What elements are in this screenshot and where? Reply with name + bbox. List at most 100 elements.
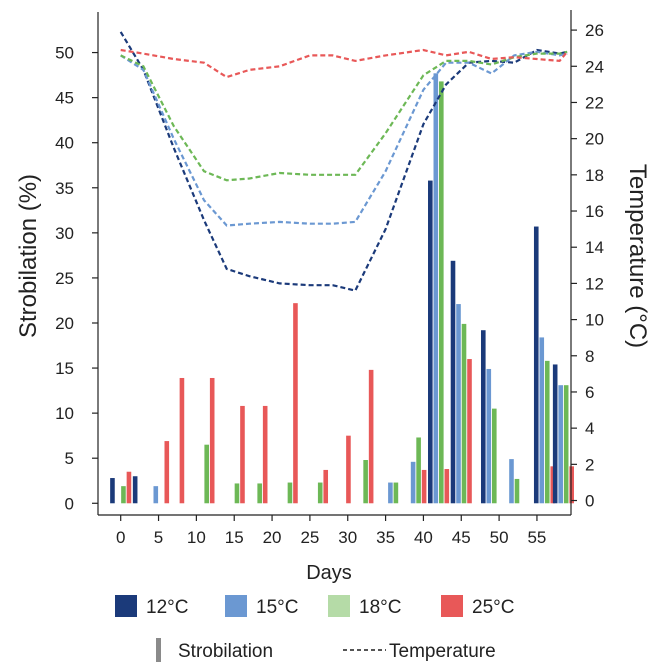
y-axis-label: Strobilation (%): [15, 174, 42, 338]
legend-label: 15°C: [256, 597, 298, 618]
y-tick-label: 20: [55, 314, 74, 333]
y2-tick-label: 4: [585, 419, 594, 438]
temperature-line: [120, 50, 568, 182]
strobilation-bar: [491, 408, 497, 504]
strobilation-bar: [262, 405, 268, 504]
strobilation-bar: [569, 466, 574, 504]
strobilation-bar: [410, 461, 416, 504]
y2-tick-label: 10: [585, 311, 604, 330]
y2-tick-label: 18: [585, 166, 604, 185]
y2-tick-label: 8: [585, 347, 594, 366]
strobilation-bar: [287, 482, 293, 504]
y-tick-label: 5: [65, 449, 74, 468]
x-tick-label: 40: [414, 528, 433, 547]
y-tick-label: 50: [55, 44, 74, 63]
strobilation-bar: [132, 476, 138, 504]
strobilation-bar: [234, 483, 240, 504]
strobilation-bar: [179, 377, 185, 504]
strobilation-bar: [486, 368, 492, 504]
strobilation-bar: [509, 459, 514, 504]
strobilation-bar: [257, 483, 262, 504]
legend-label: Strobilation: [178, 641, 273, 662]
x-tick-label: 10: [187, 528, 206, 547]
strobilation-bar: [363, 460, 368, 504]
y2-tick-label: 26: [585, 21, 604, 40]
strobilation-bar: [558, 385, 563, 504]
y2-tick-label: 0: [585, 492, 594, 511]
y-tick-label: 25: [55, 269, 74, 288]
strobilation-bar: [164, 441, 170, 504]
strobilation-bar: [461, 323, 467, 504]
strobilation-bar: [539, 337, 545, 504]
y-tick-label: 15: [55, 359, 74, 378]
y-tick-label: 35: [55, 179, 74, 198]
strobilation-bar: [467, 359, 472, 504]
axes-layer: 0510152025303540455002468101214161820222…: [55, 10, 604, 547]
strobilation-bar: [110, 478, 115, 504]
y2-tick-label: 12: [585, 274, 604, 293]
legend-label: 25°C: [472, 597, 514, 618]
y-tick-label: 10: [55, 404, 74, 423]
legend-bar-marker: [156, 638, 161, 662]
x-tick-label: 30: [338, 528, 357, 547]
x-axis-label: Days: [306, 562, 352, 584]
temperature-line: [120, 50, 568, 227]
legend-swatch: [225, 595, 247, 617]
strobilation-bar: [421, 469, 427, 504]
strobilation-bar: [346, 435, 351, 504]
y2-tick-label: 6: [585, 383, 594, 402]
y2-tick-label: 2: [585, 455, 594, 474]
strobilation-bar: [153, 486, 159, 504]
bars-layer: [110, 73, 574, 504]
strobilation-bar: [450, 260, 456, 504]
legend-swatch: [441, 595, 463, 617]
strobilation-bar: [563, 385, 569, 504]
legend: 12°C 15°C 18°C 25°C Strobilation Temperature: [115, 595, 514, 662]
strobilation-bar: [293, 303, 298, 504]
y-tick-label: 40: [55, 134, 74, 153]
y2-tick-label: 24: [585, 57, 604, 76]
strobilation-bar: [480, 330, 486, 504]
y2-tick-label: 22: [585, 93, 604, 112]
legend-swatch: [328, 595, 350, 617]
strobilation-bar: [533, 226, 539, 504]
x-tick-label: 35: [376, 528, 395, 547]
strobilation-bar: [121, 486, 126, 504]
strobilation-bar: [550, 466, 556, 504]
legend-label: 12°C: [146, 597, 188, 618]
temperature-line: [119, 31, 568, 292]
y-tick-label: 45: [55, 89, 74, 108]
x-tick-label: 15: [225, 528, 244, 547]
temperature-line: [120, 48, 569, 79]
y2-axis-label: Temperature (°C): [624, 164, 649, 348]
y2-tick-label: 14: [585, 238, 604, 257]
strobilation-bar: [428, 180, 433, 504]
strobilation-bar: [204, 444, 209, 504]
strobilation-bar: [393, 482, 399, 504]
y2-tick-label: 16: [585, 202, 604, 221]
strobilation-bar: [368, 369, 374, 504]
x-tick-label: 50: [490, 528, 509, 547]
strobilation-bar: [323, 469, 329, 504]
strobilation-bar: [552, 364, 558, 504]
strobilation-bar: [126, 471, 132, 504]
x-tick-label: 25: [300, 528, 319, 547]
legend-label: 18°C: [359, 597, 401, 618]
strobilation-bar: [456, 304, 461, 504]
strobilation-bar: [416, 437, 421, 504]
x-tick-label: 5: [154, 528, 163, 547]
strobilation-bar: [544, 360, 550, 504]
strobilation-bar: [433, 73, 439, 504]
x-tick-label: 0: [116, 528, 125, 547]
strobilation-bar: [388, 482, 393, 504]
strobilation-bar: [317, 482, 323, 504]
strobilation-bar: [240, 405, 245, 504]
y2-tick-label: 20: [585, 130, 604, 149]
strobilation-bar: [514, 478, 520, 504]
strobilation-bar: [439, 81, 444, 504]
x-tick-label: 45: [452, 528, 471, 547]
strobilation-bar: [444, 469, 450, 504]
x-tick-label: 20: [263, 528, 282, 547]
legend-label: Temperature: [389, 641, 496, 662]
